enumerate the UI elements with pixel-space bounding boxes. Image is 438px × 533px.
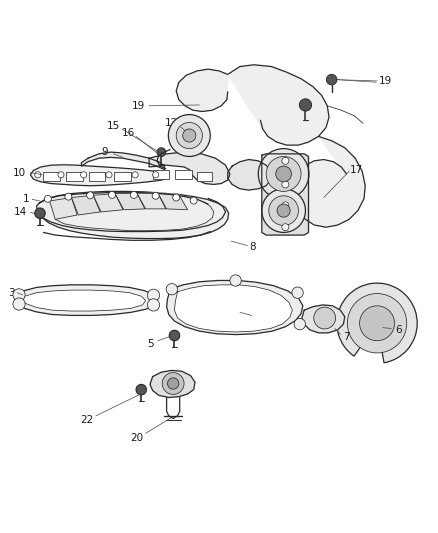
Circle shape: [65, 193, 72, 200]
Circle shape: [277, 204, 290, 217]
Text: 10: 10: [12, 168, 25, 177]
Text: 20: 20: [131, 433, 144, 442]
Polygon shape: [30, 165, 164, 185]
Circle shape: [190, 197, 197, 204]
Bar: [66, 172, 83, 181]
Circle shape: [262, 189, 305, 232]
Circle shape: [314, 307, 336, 329]
Text: 9: 9: [101, 147, 108, 157]
Circle shape: [230, 275, 241, 286]
Polygon shape: [302, 305, 345, 333]
Polygon shape: [14, 285, 157, 316]
Circle shape: [258, 149, 309, 199]
Text: 22: 22: [81, 415, 94, 425]
Polygon shape: [174, 285, 292, 332]
Bar: [114, 172, 131, 181]
Circle shape: [282, 181, 289, 188]
Circle shape: [13, 289, 25, 301]
Circle shape: [162, 373, 184, 394]
Circle shape: [35, 172, 41, 178]
Circle shape: [131, 191, 138, 198]
Circle shape: [152, 192, 159, 199]
Circle shape: [282, 224, 289, 231]
Circle shape: [58, 172, 64, 178]
Text: 17: 17: [350, 165, 363, 175]
Circle shape: [168, 115, 210, 157]
Circle shape: [167, 378, 179, 389]
Text: 12: 12: [164, 118, 177, 128]
Text: 8: 8: [250, 242, 256, 252]
Circle shape: [148, 299, 159, 311]
Text: 15: 15: [107, 121, 120, 131]
Text: 5: 5: [147, 339, 153, 349]
Circle shape: [294, 318, 305, 330]
Text: 19: 19: [131, 101, 145, 111]
Polygon shape: [150, 370, 195, 398]
Circle shape: [360, 306, 395, 341]
Polygon shape: [22, 290, 146, 311]
Circle shape: [136, 384, 147, 395]
Text: 4: 4: [255, 313, 261, 323]
Polygon shape: [292, 136, 365, 227]
Circle shape: [266, 157, 301, 191]
Circle shape: [176, 123, 202, 149]
Circle shape: [169, 330, 180, 341]
Circle shape: [292, 287, 303, 298]
Circle shape: [148, 289, 159, 302]
Circle shape: [35, 208, 45, 219]
Circle shape: [132, 172, 138, 178]
Circle shape: [157, 148, 166, 157]
Circle shape: [81, 172, 87, 178]
Polygon shape: [81, 152, 164, 169]
Circle shape: [166, 284, 177, 295]
Circle shape: [282, 202, 289, 209]
Text: 14: 14: [14, 207, 28, 217]
Text: 6: 6: [396, 325, 402, 335]
Circle shape: [109, 191, 116, 198]
Polygon shape: [166, 280, 303, 335]
Circle shape: [87, 192, 94, 199]
Bar: [175, 169, 192, 179]
Polygon shape: [158, 193, 187, 210]
Circle shape: [326, 75, 337, 85]
Polygon shape: [115, 193, 145, 210]
Circle shape: [183, 129, 196, 142]
Text: 7: 7: [343, 332, 350, 342]
Polygon shape: [71, 195, 100, 215]
Polygon shape: [137, 193, 166, 209]
Polygon shape: [262, 154, 308, 235]
Text: 16: 16: [122, 128, 135, 139]
Polygon shape: [36, 191, 229, 239]
Text: 19: 19: [379, 76, 392, 86]
Circle shape: [152, 172, 159, 178]
Circle shape: [269, 196, 298, 225]
Circle shape: [282, 157, 289, 164]
Text: 3: 3: [8, 288, 14, 298]
Bar: [89, 172, 106, 181]
Polygon shape: [49, 198, 77, 220]
Polygon shape: [93, 193, 123, 212]
Bar: [43, 172, 60, 181]
Polygon shape: [176, 69, 228, 111]
Bar: [152, 171, 169, 179]
Wedge shape: [337, 283, 417, 363]
Circle shape: [106, 172, 112, 178]
Circle shape: [276, 166, 291, 182]
Circle shape: [299, 99, 311, 111]
Circle shape: [173, 194, 180, 201]
Text: 1: 1: [23, 194, 29, 204]
Polygon shape: [228, 65, 329, 145]
Polygon shape: [149, 152, 230, 184]
Bar: [197, 172, 212, 181]
Circle shape: [44, 195, 51, 203]
Circle shape: [13, 298, 25, 310]
Circle shape: [347, 294, 407, 353]
Polygon shape: [228, 159, 271, 190]
